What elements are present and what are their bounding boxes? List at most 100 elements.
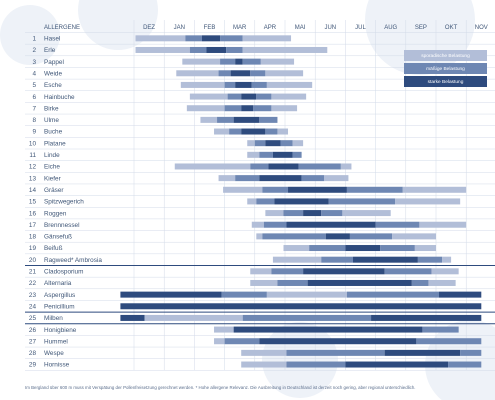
bar-segment-medium xyxy=(375,221,420,228)
bar-segment-medium xyxy=(256,198,275,205)
footnote: Im Bergland über 600 m muss mit Verspätu… xyxy=(25,385,416,390)
bar-segment-strong xyxy=(235,81,252,88)
row-number: 7 xyxy=(32,105,36,112)
allergen-name: Esche xyxy=(44,82,62,89)
decor-circle xyxy=(0,5,60,65)
bar-segment-light xyxy=(135,35,186,42)
row-number: 4 xyxy=(32,70,36,77)
allergen-name: Eiche xyxy=(44,164,60,171)
bar-segment-strong xyxy=(288,186,347,193)
bar-segment-medium xyxy=(217,116,234,123)
bar-segment-medium xyxy=(346,186,403,193)
bar-segment-light xyxy=(218,175,236,182)
bar-segment-strong xyxy=(303,210,322,217)
bar-segment-medium xyxy=(265,128,278,135)
bar-segment-medium xyxy=(227,93,242,100)
bar-segment-light xyxy=(277,128,289,135)
bar-segment-medium xyxy=(286,361,346,368)
pollen-bars xyxy=(120,35,482,368)
month-label: AUG xyxy=(384,25,397,31)
bar-segment-strong xyxy=(274,198,329,205)
row-number: 18 xyxy=(29,234,37,241)
bar-segment-light xyxy=(135,46,190,53)
bar-segment-light xyxy=(442,256,452,263)
allergen-name: Alternaria xyxy=(44,280,72,287)
bar-segment-light xyxy=(428,279,456,286)
allergen-name: Gänsefuß xyxy=(44,234,72,241)
bar-segment-light xyxy=(182,58,221,65)
bar-segment-light xyxy=(176,70,219,77)
bar-segment-light xyxy=(247,198,257,205)
bar-segment-strong xyxy=(384,349,461,356)
bar-segment-medium xyxy=(346,291,440,298)
bar-segment-medium xyxy=(218,70,231,77)
allergen-name: Linde xyxy=(44,152,60,159)
bar-segment-medium xyxy=(259,151,273,158)
row-number: 5 xyxy=(32,82,36,89)
bar-segment-light xyxy=(214,326,234,333)
bar-segment-strong xyxy=(325,233,350,240)
allergen-name: Honigbiene xyxy=(44,327,77,334)
bar-segment-light xyxy=(247,140,255,147)
month-label: JUN xyxy=(324,25,336,31)
bar-segment-medium xyxy=(328,198,396,205)
row-number: 19 xyxy=(29,245,37,252)
bar-segment-strong xyxy=(120,291,222,298)
bar-segment-medium xyxy=(224,81,236,88)
bar-segment-light xyxy=(241,361,287,368)
bar-segment-light xyxy=(340,163,352,170)
bar-segment-strong xyxy=(265,140,281,147)
bar-segment-light xyxy=(395,198,461,205)
bar-segment-medium xyxy=(309,245,346,252)
bar-segment-medium xyxy=(250,163,269,170)
row-number: 26 xyxy=(29,327,37,334)
row-number: 10 xyxy=(29,140,37,147)
bar-segment-medium xyxy=(250,70,266,77)
bar-segment-light xyxy=(242,35,292,42)
row-number: 9 xyxy=(32,129,36,136)
bar-segment-medium xyxy=(242,314,372,321)
bar-segment-light xyxy=(189,93,228,100)
bar-segment-medium xyxy=(460,349,482,356)
allergen-name: Gräser xyxy=(44,187,64,194)
bar-segment-strong xyxy=(120,314,145,321)
month-label: SEP xyxy=(415,25,427,31)
bar-segment-strong xyxy=(241,93,257,100)
month-label: JAN xyxy=(174,25,185,31)
bar-segment-strong xyxy=(233,116,260,123)
bar-segment-medium xyxy=(242,58,261,65)
row-number: 22 xyxy=(29,280,37,287)
bar-segment-light xyxy=(200,116,218,123)
row-number: 11 xyxy=(29,152,36,159)
bar-segment-medium xyxy=(280,140,293,147)
allergen-name: Roggen xyxy=(44,210,67,217)
allergen-name: Hummel xyxy=(44,338,68,345)
bar-segment-medium xyxy=(263,221,287,228)
bar-segment-medium xyxy=(380,245,415,252)
allergen-name: Weide xyxy=(44,70,62,77)
bar-segment-strong xyxy=(268,163,299,170)
bar-segment-medium xyxy=(422,326,459,333)
row-number: 14 xyxy=(29,187,37,194)
bar-segment-medium xyxy=(220,58,236,65)
row-number: 29 xyxy=(29,362,37,369)
allergen-name: Hornisse xyxy=(44,362,70,369)
bar-segment-strong xyxy=(241,105,254,112)
row-number: 24 xyxy=(29,303,37,310)
allergen-name: Spitzwegerich xyxy=(44,199,84,206)
bar-segment-strong xyxy=(272,151,293,158)
bar-segment-light xyxy=(180,81,225,88)
bar-segment-light xyxy=(144,314,243,321)
allergen-name: Pappel xyxy=(44,59,64,66)
month-label: NOV xyxy=(475,25,488,31)
allergen-name: Milben xyxy=(44,315,63,322)
bar-segment-medium xyxy=(189,46,207,53)
month-label: MAI xyxy=(295,25,306,31)
bar-segment-medium xyxy=(286,349,385,356)
bar-segment-strong xyxy=(259,338,417,345)
bar-segment-strong xyxy=(307,279,412,286)
allergen-name: Ragweed* Ambrosia xyxy=(44,257,102,264)
row-number: 6 xyxy=(32,94,36,101)
legend-label: starke Belastung xyxy=(428,79,464,85)
